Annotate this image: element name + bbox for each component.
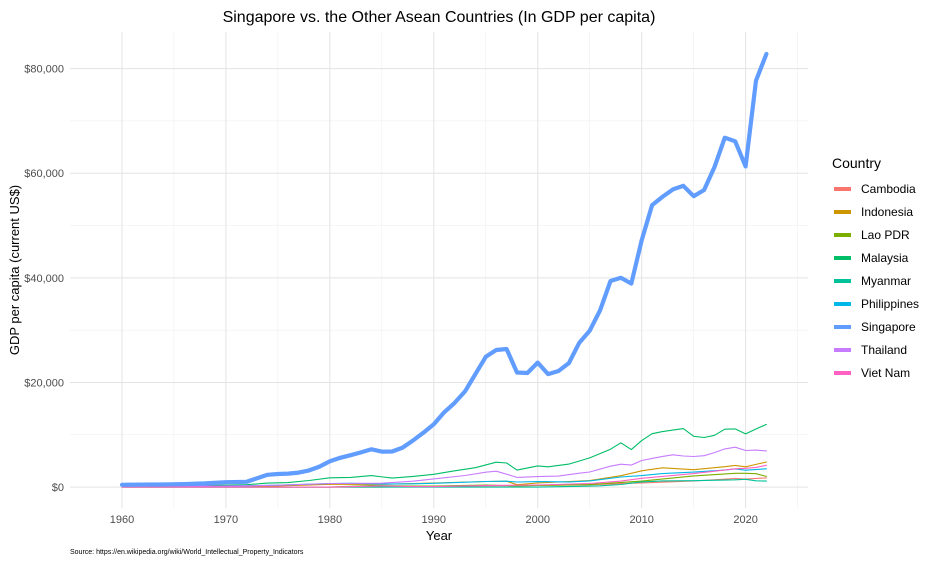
x-tick-label: 1990 bbox=[422, 514, 446, 526]
x-tick-label: 1980 bbox=[318, 514, 342, 526]
y-tick-label: $40,000 bbox=[24, 273, 64, 285]
x-axis-title: Year bbox=[426, 528, 453, 543]
legend: Cambodia Indonesia Lao PDR Malaysia Myanmar P… bbox=[834, 182, 919, 380]
x-tick-label: 2020 bbox=[733, 514, 757, 526]
x-tick-label: 1970 bbox=[214, 514, 238, 526]
legend-label-singapore: Singapore bbox=[861, 320, 916, 334]
chart-title: Singapore vs. the Other Asean Countries … bbox=[223, 9, 656, 26]
y-tick-label: $20,000 bbox=[24, 377, 64, 389]
legend-label-malaysia: Malaysia bbox=[861, 251, 909, 265]
legend-label-cambodia: Cambodia bbox=[861, 182, 916, 196]
x-tick-label: 2010 bbox=[629, 514, 653, 526]
y-axis-title: GDP per capita (current US$) bbox=[7, 185, 22, 355]
y-tick-label: $0 bbox=[52, 482, 64, 494]
axes: 1960 1970 1980 1990 2000 2010 2020 $0 $20,000 $40… bbox=[24, 64, 758, 526]
y-tick-label: $80,000 bbox=[24, 64, 64, 76]
x-tick-label: 1960 bbox=[110, 514, 134, 526]
source-caption: Source: https://en.wikipedia.org/wiki/Wo… bbox=[70, 549, 304, 556]
series-lines bbox=[119, 51, 769, 488]
series-line-singapore bbox=[119, 51, 769, 487]
legend-title: Country bbox=[832, 155, 881, 171]
series-line-malaysia bbox=[121, 423, 767, 487]
series-line-indonesia bbox=[121, 461, 767, 488]
x-tick-label: 2000 bbox=[526, 514, 550, 526]
legend-label-myanmar: Myanmar bbox=[861, 274, 911, 288]
legend-label-lao-pdr: Lao PDR bbox=[861, 228, 910, 242]
legend-label-viet-nam: Viet Nam bbox=[861, 366, 910, 380]
grid bbox=[70, 32, 808, 508]
y-tick-label: $60,000 bbox=[24, 168, 64, 180]
series-line-myanmar bbox=[121, 478, 767, 488]
series-line-viet-nam bbox=[121, 464, 767, 488]
legend-label-thailand: Thailand bbox=[861, 343, 907, 357]
legend-label-indonesia: Indonesia bbox=[861, 205, 913, 219]
legend-label-philippines: Philippines bbox=[861, 297, 919, 311]
series-line-thailand bbox=[121, 446, 767, 488]
